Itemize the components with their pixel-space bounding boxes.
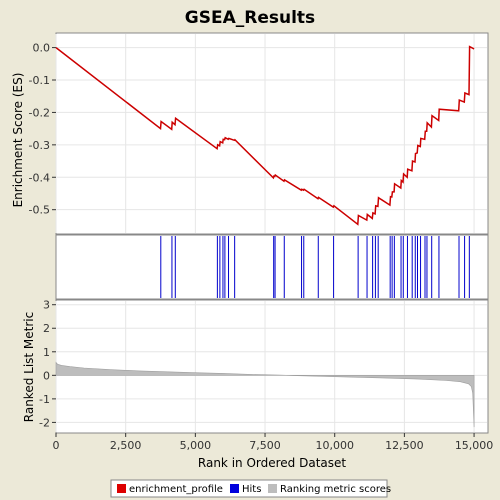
enrichment-profile-line: [55, 45, 475, 226]
x-tick-label: 0: [53, 439, 60, 452]
enrichment-y-tick-label: -0.2: [29, 106, 50, 119]
chart-title: GSEA_Results: [185, 8, 315, 28]
x-tick-label: 15,000: [455, 439, 494, 452]
ranking-y-tick-label: 3: [43, 299, 50, 312]
legend-swatch-ranking: [268, 484, 277, 493]
enrichment-plot-area: [55, 32, 489, 235]
ranking-y-label: Ranked List Metric: [22, 312, 36, 422]
ranking-metric-area: [55, 361, 475, 428]
x-axis: 0 2,500 5,000 7,500 10,000 12,500 15,000: [53, 433, 494, 452]
enrichment-y-tick-label: -0.5: [29, 204, 50, 217]
ranking-y-tick-label: -1: [39, 393, 50, 406]
ranking-y-tick-label: -2: [39, 416, 50, 429]
enrichment-y-tick-label: 0.0: [33, 42, 51, 55]
enrichment-y-axis: 0.0 -0.1 -0.2 -0.3 -0.4 -0.5: [29, 42, 56, 217]
ranking-y-tick-label: 2: [43, 322, 50, 335]
ranking-plot-area: [55, 299, 489, 434]
legend-swatch-enrichment: [117, 484, 126, 493]
x-tick-label: 10,000: [315, 439, 354, 452]
enrichment-y-tick-label: -0.3: [29, 139, 50, 152]
legend-swatch-hits: [230, 484, 239, 493]
enrichment-y-label: Enrichment Score (ES): [11, 73, 25, 208]
legend-label-hits: Hits: [242, 484, 261, 495]
x-tick-label: 12,500: [385, 439, 424, 452]
enrichment-y-tick-label: -0.1: [29, 74, 50, 87]
x-axis-label: Rank in Ordered Dataset: [198, 456, 346, 470]
legend-box: [110, 479, 388, 498]
hits-plot-area: [55, 234, 489, 300]
hits-marks: [160, 236, 470, 298]
x-tick-label: 5,000: [180, 439, 212, 452]
x-tick-label: 2,500: [110, 439, 142, 452]
legend-label-enrichment: enrichment_profile: [129, 484, 223, 495]
enrichment-y-tick-label: -0.4: [29, 171, 50, 184]
ranking-y-tick-label: 0: [43, 369, 50, 382]
ranking-y-tick-label: 1: [43, 346, 50, 359]
legend-label-ranking: Ranking metric scores: [280, 484, 391, 495]
ranking-y-axis: 3 2 1 0 -1 -2: [39, 299, 56, 429]
x-tick-label: 7,500: [249, 439, 281, 452]
